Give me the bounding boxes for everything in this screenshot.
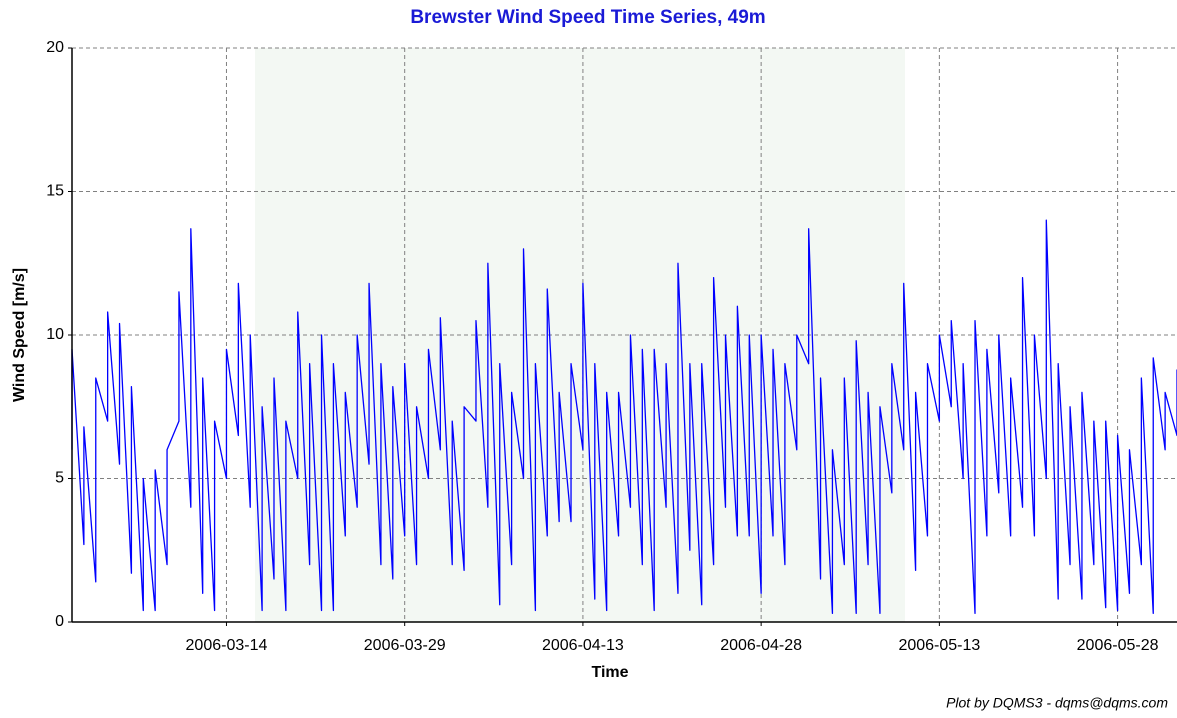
x-tick-label: 2006-04-13 [542, 637, 624, 654]
chart: Brewster Wind Speed Time Series, 49m Tim… [0, 0, 1177, 718]
footer: Plot by DQMS3 - dqms@dqms.com [946, 695, 1168, 711]
x-axis-title: Time [591, 664, 628, 681]
x-tick-label: 2006-03-14 [186, 637, 268, 654]
x-tick-label: 2006-05-13 [898, 637, 980, 654]
y-tick-label: 20 [46, 39, 64, 56]
y-tick-label: 10 [46, 326, 64, 343]
x-tick-label: 2006-03-29 [364, 637, 446, 654]
x-tick-label: 2006-04-28 [720, 637, 802, 654]
y-tick-label: 5 [55, 470, 64, 487]
y-axis-title: Wind Speed [m/s] [11, 268, 28, 402]
chart-title: Brewster Wind Speed Time Series, 49m [410, 7, 765, 28]
y-tick-label: 0 [55, 613, 64, 630]
x-tick-label: 2006-05-28 [1077, 637, 1159, 654]
y-tick-label: 15 [46, 183, 64, 200]
